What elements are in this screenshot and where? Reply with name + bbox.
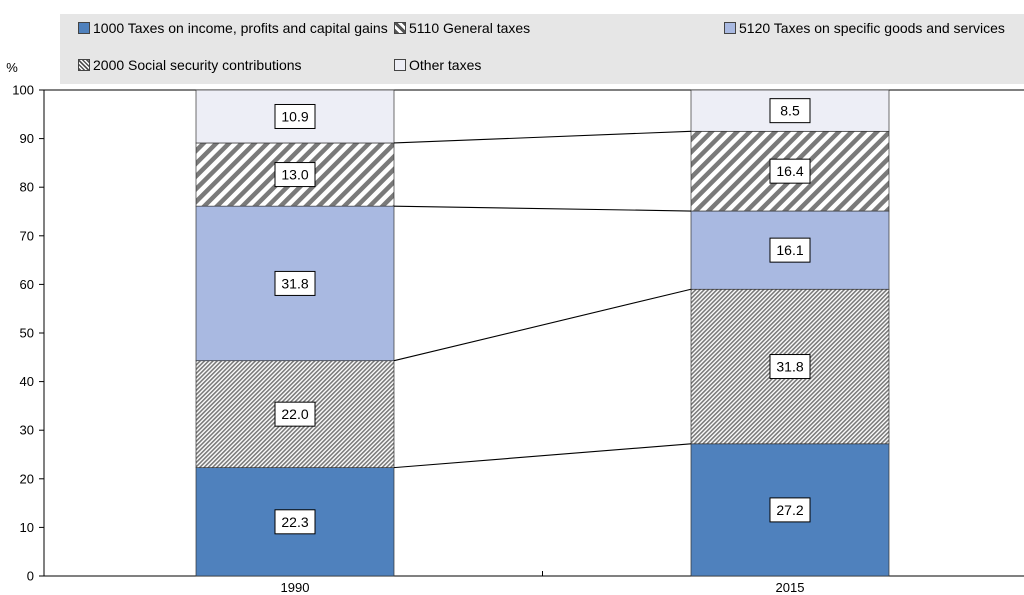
legend-label: 5110 General taxes — [409, 20, 531, 36]
connector-line — [393, 443, 692, 469]
y-tick-label: 0 — [27, 569, 34, 584]
connector-line — [393, 205, 692, 212]
legend-swatch — [724, 22, 736, 34]
data-label-box — [274, 162, 316, 188]
legend-swatch — [78, 22, 90, 34]
y-tick-label: 30 — [20, 423, 34, 438]
data-label: 8.5 — [780, 103, 800, 119]
data-label-box — [769, 497, 811, 523]
legend-item: 5120 Taxes on specific goods and service… — [724, 20, 1005, 36]
x-tick-label: 1990 — [281, 580, 310, 595]
legend-swatch — [394, 59, 406, 71]
y-tick-label: 50 — [20, 326, 34, 341]
y-tick-label: 40 — [20, 374, 34, 389]
y-tick-label: 100 — [12, 83, 34, 98]
legend-swatch — [78, 59, 90, 71]
legend-label: 5120 Taxes on specific goods and service… — [739, 20, 1005, 36]
data-label-box — [769, 98, 811, 124]
data-label-box — [274, 401, 316, 427]
legend-item: Other taxes — [394, 57, 481, 73]
y-unit-label: % — [6, 60, 18, 75]
y-tick-label: 70 — [20, 228, 34, 243]
legend-item: 1000 Taxes on income, profits and capita… — [78, 20, 388, 36]
data-label: 13.0 — [281, 167, 308, 183]
data-label: 27.2 — [776, 502, 803, 518]
legend-label: Other taxes — [409, 57, 482, 73]
y-tick-label: 90 — [20, 131, 34, 146]
x-tick-label: 2015 — [776, 580, 805, 595]
y-tick-label: 10 — [20, 520, 34, 535]
y-tick-label: 20 — [20, 471, 34, 486]
legend-label: 1000 Taxes on income, profits and capita… — [93, 20, 388, 36]
data-label: 16.4 — [776, 163, 803, 179]
data-label-box — [274, 103, 316, 129]
data-label: 31.8 — [776, 359, 803, 375]
legend-item: 5110 General taxes — [394, 20, 530, 36]
data-label: 22.3 — [281, 514, 308, 530]
data-label-box — [274, 509, 316, 535]
data-label: 10.9 — [281, 108, 308, 124]
chart-legend: 1000 Taxes on income, profits and capita… — [60, 14, 1024, 84]
legend-label: 2000 Social security contributions — [93, 57, 302, 73]
data-label-box — [274, 270, 316, 296]
bar-segment — [690, 443, 890, 577]
data-label: 31.8 — [281, 275, 308, 291]
data-label-box — [769, 237, 811, 263]
legend-item: 2000 Social security contributions — [78, 57, 302, 73]
data-label-box — [769, 158, 811, 184]
legend-swatch — [394, 22, 406, 34]
data-label: 22.0 — [281, 406, 308, 422]
data-label-box — [769, 354, 811, 380]
data-label: 16.1 — [776, 242, 803, 258]
y-tick-label: 80 — [20, 180, 34, 195]
connector-line — [393, 288, 692, 362]
connector-line — [393, 130, 692, 144]
y-tick-label: 60 — [20, 277, 34, 292]
